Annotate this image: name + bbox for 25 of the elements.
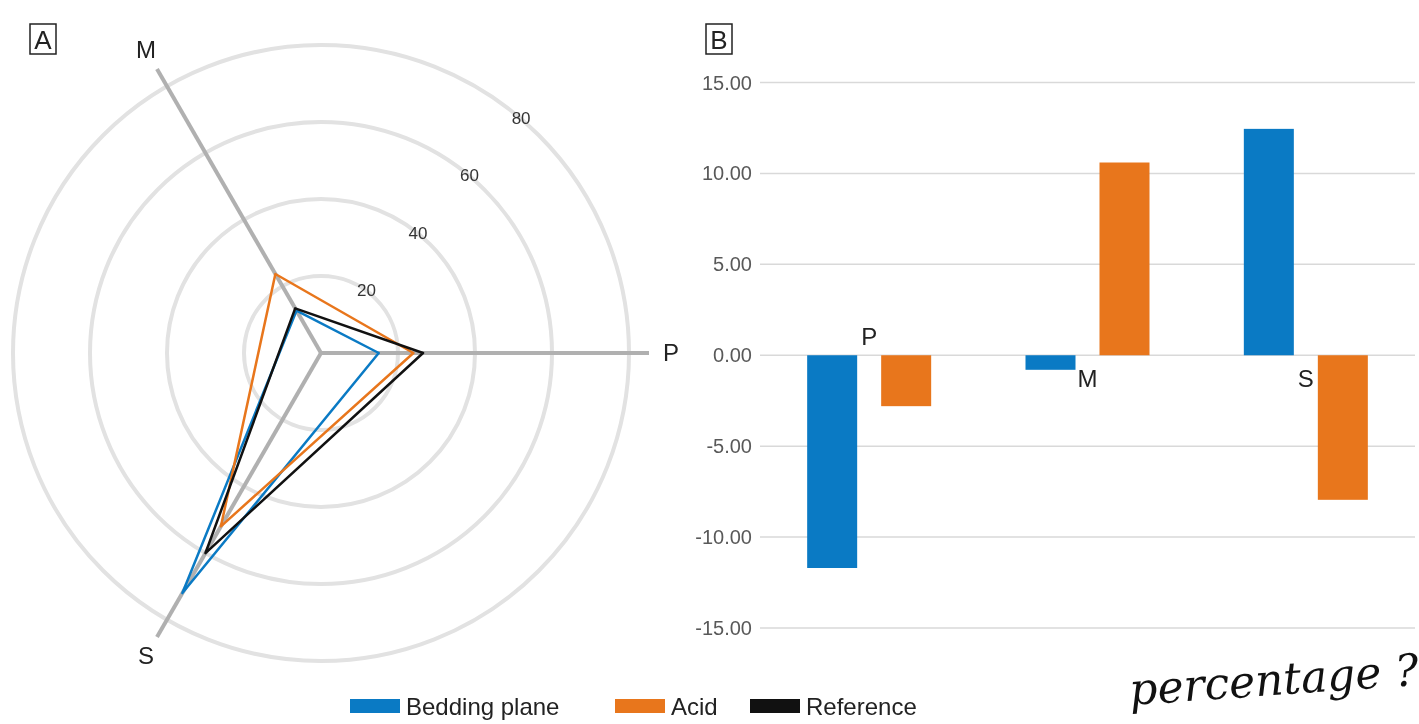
spoke-label: S (137, 642, 155, 670)
y-tick-label: 10.00 (701, 162, 752, 185)
spoke-label: P (662, 339, 680, 366)
legend-label: Acid (671, 693, 718, 720)
bar (1317, 355, 1368, 500)
chart-title: A (34, 25, 53, 55)
y-tick-label: 60 (460, 166, 480, 186)
bar (1099, 162, 1150, 356)
legend-label: Reference (806, 693, 917, 720)
y-tick-label: 80 (511, 109, 531, 129)
y-tick-label: -5.00 (706, 435, 752, 458)
y-tick-label: 15.00 (701, 71, 752, 94)
y-tick-label: 0.00 (713, 344, 752, 367)
y-tick-label: 20 (357, 280, 376, 300)
y-tick-label: -15.00 (695, 617, 752, 639)
bar (807, 355, 858, 568)
bar (1025, 355, 1076, 370)
bar (1243, 128, 1294, 356)
y-tick-label: 5.00 (713, 253, 752, 276)
y-tick-label: 40 (408, 223, 428, 243)
chart-title: B (710, 25, 728, 55)
bar (881, 355, 932, 407)
y-tick-label: -10.00 (695, 526, 752, 549)
legend-label: Bedding plane (406, 693, 560, 720)
spoke-label: M (136, 35, 156, 63)
